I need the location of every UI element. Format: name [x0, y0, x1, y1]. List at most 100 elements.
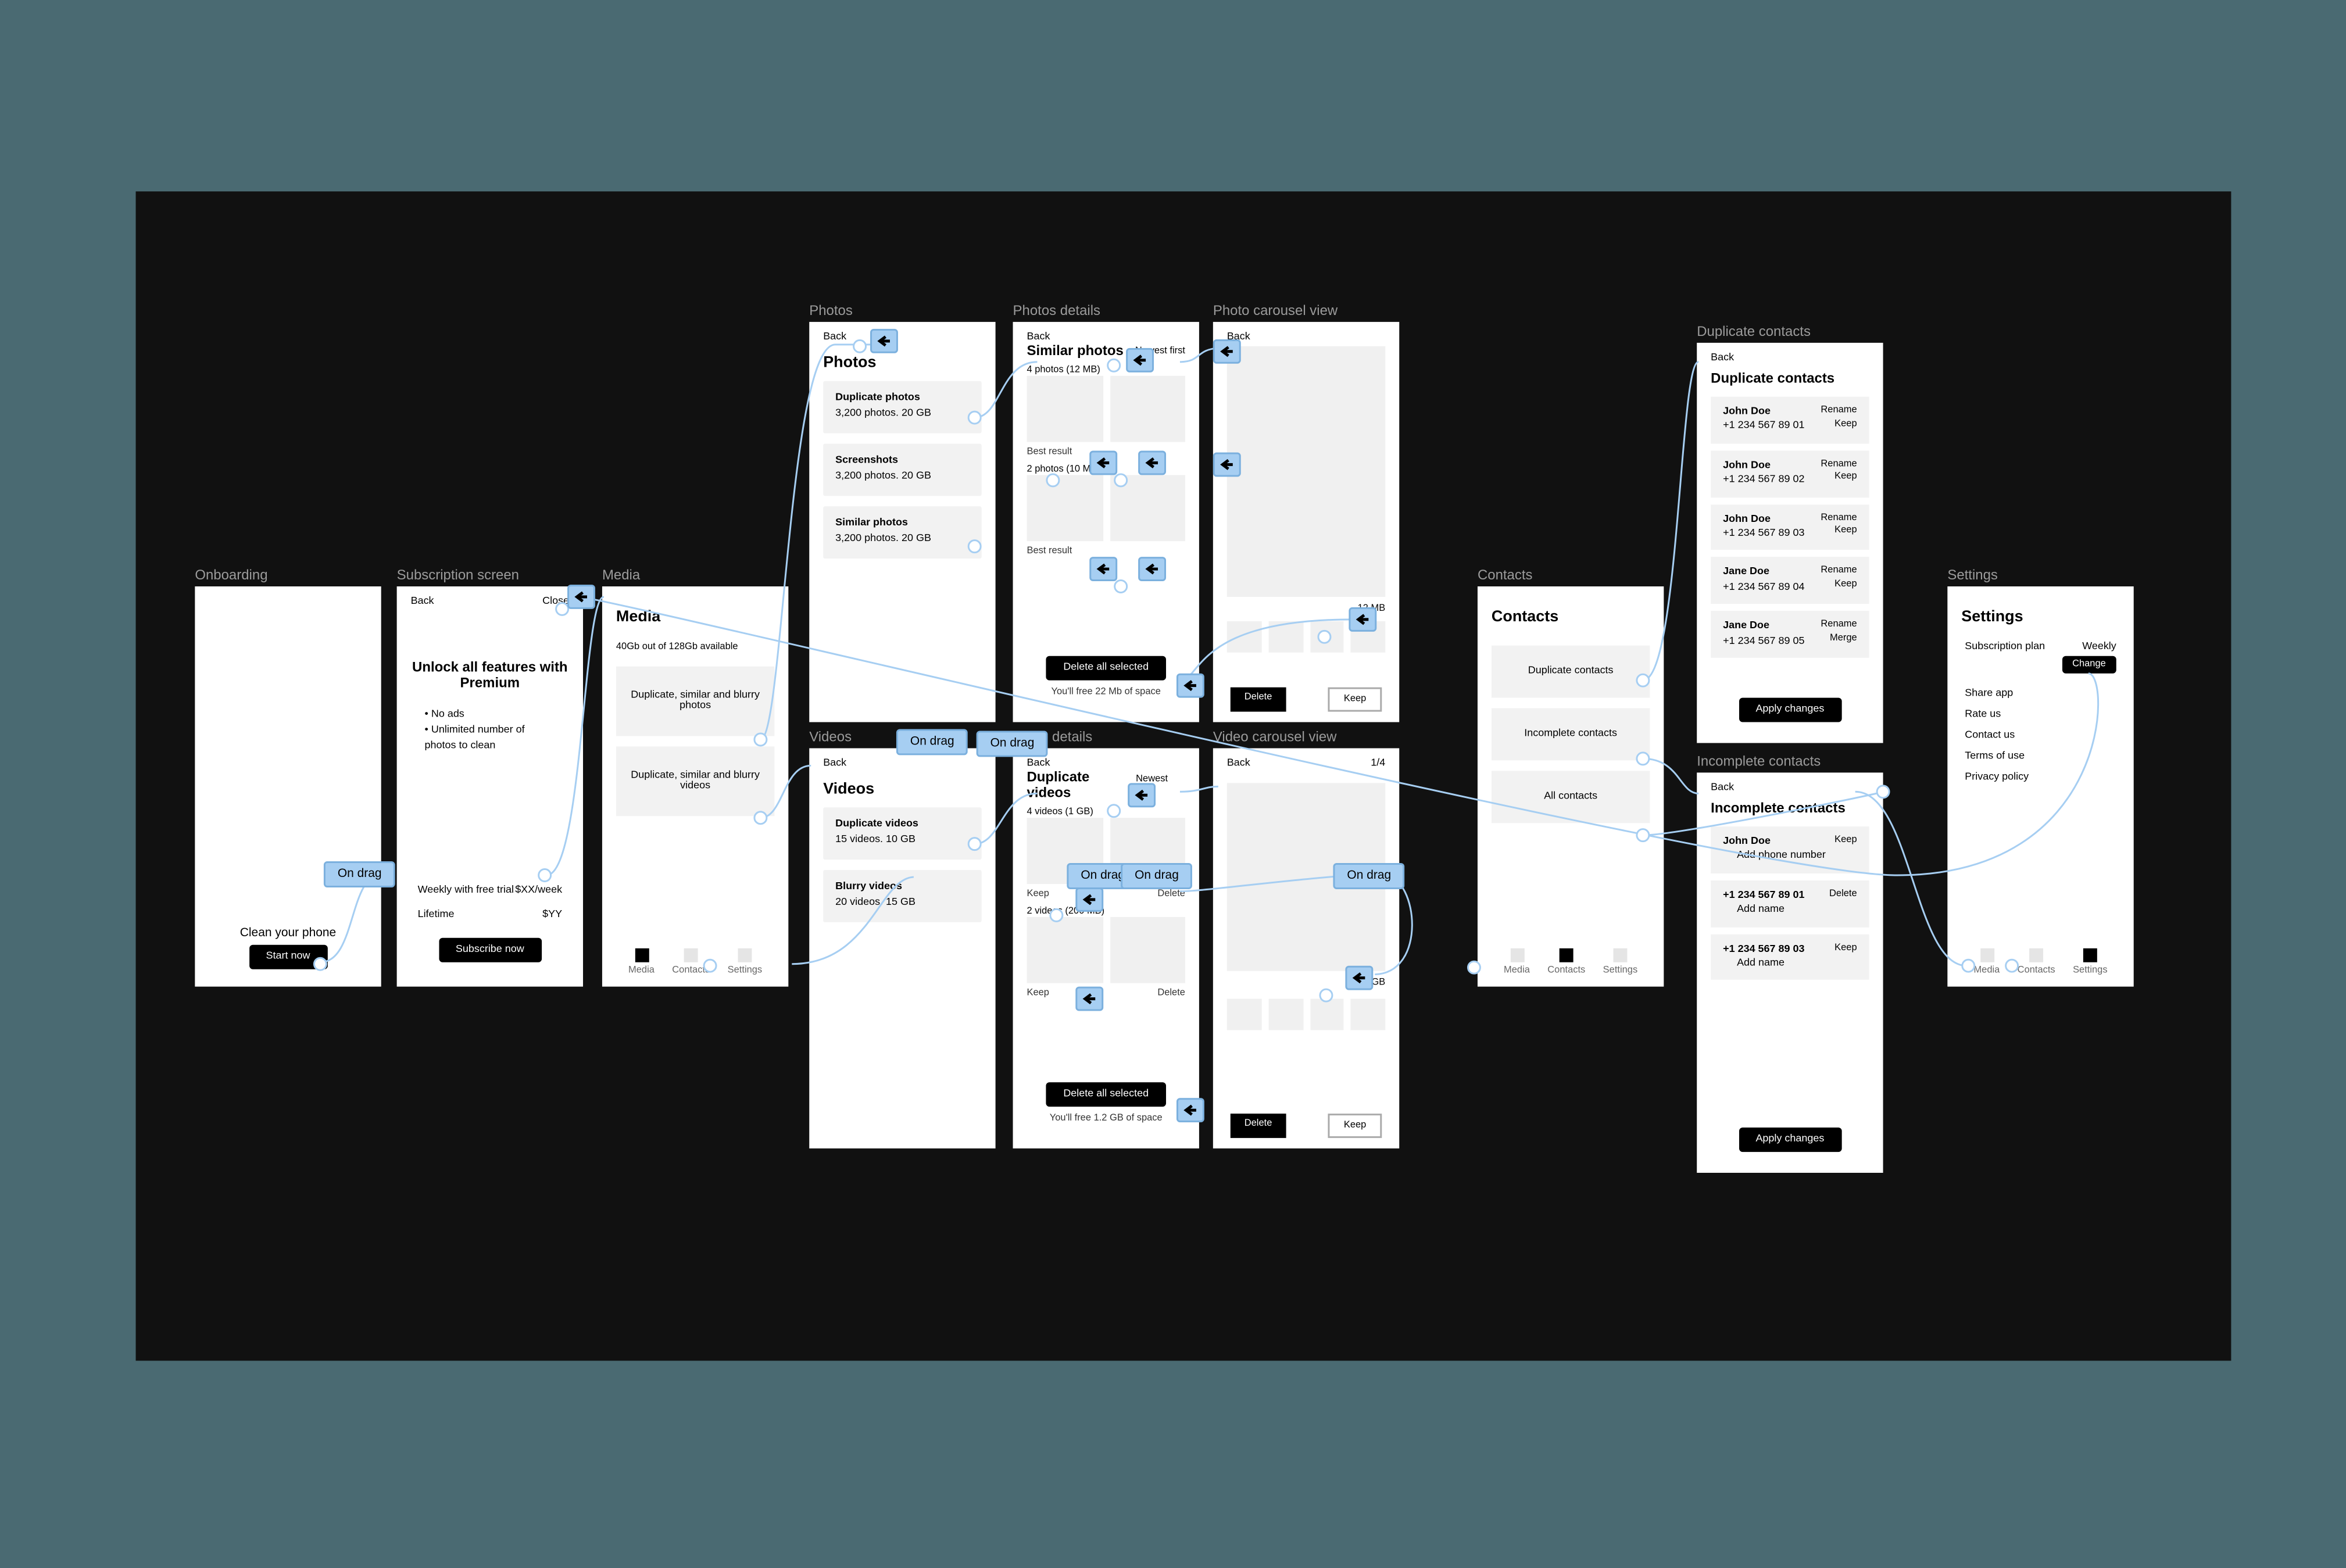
reply-arrow-icon[interactable]	[870, 329, 898, 353]
back-link[interactable]: Back	[1697, 772, 1883, 793]
reply-arrow-icon[interactable]	[1089, 450, 1117, 475]
tab-settings[interactable]: Settings	[2073, 948, 2108, 976]
duplicate-videos-card[interactable]: Duplicate videos 15 videos. 10 GB	[823, 807, 981, 860]
reply-arrow-icon[interactable]	[1089, 557, 1117, 581]
terms-link[interactable]: Terms of use	[1947, 746, 2133, 767]
tab-contacts[interactable]: Contacts	[2018, 948, 2055, 976]
reply-arrow-icon[interactable]	[567, 585, 595, 609]
frame-videos[interactable]: Back Videos Duplicate videos 15 videos. …	[809, 748, 995, 1148]
reply-arrow-icon[interactable]	[1075, 887, 1103, 912]
contact-row[interactable]: John Doe+1 234 567 89 03RenameKeep	[1711, 504, 1869, 550]
media-photos-card[interactable]: Duplicate, similar and blurry photos	[616, 667, 774, 736]
carousel-photo[interactable]	[1227, 346, 1385, 597]
contact-row[interactable]: John Doe+1 234 567 89 01RenameKeep	[1711, 397, 1869, 443]
frame-media[interactable]: Media 40Gb out of 128Gb available Duplic…	[602, 586, 788, 987]
delete-all-selected-button[interactable]: Delete all selected	[1046, 1082, 1166, 1107]
connector-port[interactable]	[968, 539, 982, 553]
back-link[interactable]: Back	[1013, 322, 1199, 343]
delete-button[interactable]: Delete	[1231, 688, 1286, 712]
keep-button[interactable]: Keep	[1328, 1114, 1382, 1138]
tab-settings[interactable]: Settings	[728, 948, 763, 976]
connector-port[interactable]	[1467, 961, 1481, 975]
reply-arrow-icon[interactable]	[1349, 607, 1376, 632]
reply-arrow-icon[interactable]	[1176, 674, 1204, 698]
screenshots-card[interactable]: Screenshots 3,200 photos. 20 GB	[823, 443, 981, 496]
tab-media[interactable]: Media	[1504, 948, 1530, 976]
contact-us-link[interactable]: Contact us	[1947, 726, 2133, 747]
frame-photo-carousel[interactable]: Back 12 MB Delete Keep	[1213, 322, 1399, 722]
apply-changes-button[interactable]: Apply changes	[1739, 698, 1842, 722]
apply-changes-button[interactable]: Apply changes	[1739, 1127, 1842, 1152]
frame-subscription[interactable]: Back Close Unlock all features with Prem…	[397, 586, 583, 987]
frame-duplicate-contacts[interactable]: Back Duplicate contacts John Doe+1 234 5…	[1697, 343, 1883, 743]
connector-port[interactable]	[968, 837, 982, 851]
connector-port[interactable]	[1318, 630, 1332, 644]
connector-port[interactable]	[753, 811, 767, 825]
contact-row[interactable]: Jane Doe+1 234 567 89 05RenameMerge	[1711, 611, 1869, 657]
frame-videos-details[interactable]: Back Duplicate videos Newest first 4 vid…	[1013, 748, 1199, 1148]
delete-button[interactable]: Delete	[1231, 1114, 1286, 1138]
reply-arrow-icon[interactable]	[1176, 1098, 1204, 1122]
connector-port[interactable]	[1636, 828, 1650, 842]
connector-port[interactable]	[1636, 751, 1650, 765]
connector-port[interactable]	[1961, 959, 1975, 973]
connector-port[interactable]	[1049, 908, 1063, 922]
reply-arrow-icon[interactable]	[1138, 557, 1166, 581]
reply-arrow-icon[interactable]	[1128, 783, 1156, 807]
contact-row[interactable]: Jane Doe+1 234 567 89 04RenameKeep	[1711, 557, 1869, 604]
frame-incomplete-contacts[interactable]: Back Incomplete contacts John DoeAdd pho…	[1697, 772, 1883, 1173]
connector-port[interactable]	[313, 957, 327, 971]
on-drag-badge[interactable]: On drag	[896, 729, 968, 756]
connector-port[interactable]	[703, 959, 717, 973]
plan-lifetime-row[interactable]: Lifetime $YY	[397, 903, 583, 928]
reply-arrow-icon[interactable]	[1126, 348, 1154, 373]
connector-port[interactable]	[1876, 785, 1890, 799]
frame-video-carousel[interactable]: Back 1/4 1.2 GB Delete Keep	[1213, 748, 1399, 1148]
back-link[interactable]: Back	[809, 322, 995, 343]
contact-row[interactable]: +1 234 567 89 01Add nameDelete	[1711, 880, 1869, 926]
blurry-videos-card[interactable]: Blurry videos 20 videos. 15 GB	[823, 870, 981, 922]
tab-settings[interactable]: Settings	[1603, 948, 1638, 976]
connector-port[interactable]	[1319, 989, 1333, 1003]
duplicate-contacts-card[interactable]: Duplicate contacts	[1492, 646, 1650, 698]
tab-media[interactable]: Media	[628, 948, 655, 976]
connector-port[interactable]	[1114, 473, 1128, 487]
reply-arrow-icon[interactable]	[1345, 966, 1373, 990]
all-contacts-card[interactable]: All contacts	[1492, 771, 1650, 823]
connector-port[interactable]	[1107, 359, 1121, 373]
similar-photos-card[interactable]: Similar photos 3,200 photos. 20 GB	[823, 506, 981, 559]
contact-row[interactable]: John DoeAdd phone numberKeep	[1711, 826, 1869, 873]
photo-thumb[interactable]	[1027, 376, 1102, 442]
reply-arrow-icon[interactable]	[1138, 450, 1166, 475]
change-plan-button[interactable]: Change	[2062, 656, 2116, 674]
contact-row[interactable]: John Doe+1 234 567 89 02RenameKeep	[1711, 450, 1869, 497]
connector-port[interactable]	[968, 411, 982, 425]
back-link[interactable]: Back	[411, 597, 434, 607]
back-link[interactable]: Back	[1213, 322, 1399, 343]
share-app-link[interactable]: Share app	[1947, 684, 2133, 705]
rate-us-link[interactable]: Rate us	[1947, 705, 2133, 726]
photo-thumb[interactable]	[1027, 475, 1102, 541]
incomplete-contacts-card[interactable]: Incomplete contacts	[1492, 708, 1650, 761]
connector-port[interactable]	[853, 339, 867, 353]
subscribe-button[interactable]: Subscribe now	[438, 938, 542, 962]
reply-arrow-icon[interactable]	[1075, 987, 1103, 1011]
back-link[interactable]: Back	[1227, 758, 1250, 769]
on-drag-badge[interactable]: On drag	[1333, 863, 1405, 889]
on-drag-badge[interactable]: On drag	[324, 861, 396, 887]
connector-port[interactable]	[2005, 959, 2019, 973]
privacy-link[interactable]: Privacy policy	[1947, 767, 2133, 788]
plan-weekly-row[interactable]: Weekly with free trial $XX/week	[397, 879, 583, 903]
connector-port[interactable]	[1107, 804, 1121, 818]
photo-thumb[interactable]	[1110, 376, 1185, 442]
keep-button[interactable]: Keep	[1328, 688, 1382, 712]
connector-port[interactable]	[538, 868, 552, 882]
frame-photos-details[interactable]: Back Similar photos Newest first 4 photo…	[1013, 322, 1199, 722]
tab-contacts[interactable]: Contacts	[1547, 948, 1585, 976]
connector-port[interactable]	[1114, 579, 1128, 593]
frame-contacts[interactable]: Contacts Duplicate contacts Incomplete c…	[1478, 586, 1664, 987]
contact-row[interactable]: +1 234 567 89 03Add nameKeep	[1711, 934, 1869, 980]
media-videos-card[interactable]: Duplicate, similar and blurry videos	[616, 746, 774, 816]
delete-all-selected-button[interactable]: Delete all selected	[1046, 656, 1166, 681]
on-drag-badge[interactable]: On drag	[977, 731, 1049, 757]
